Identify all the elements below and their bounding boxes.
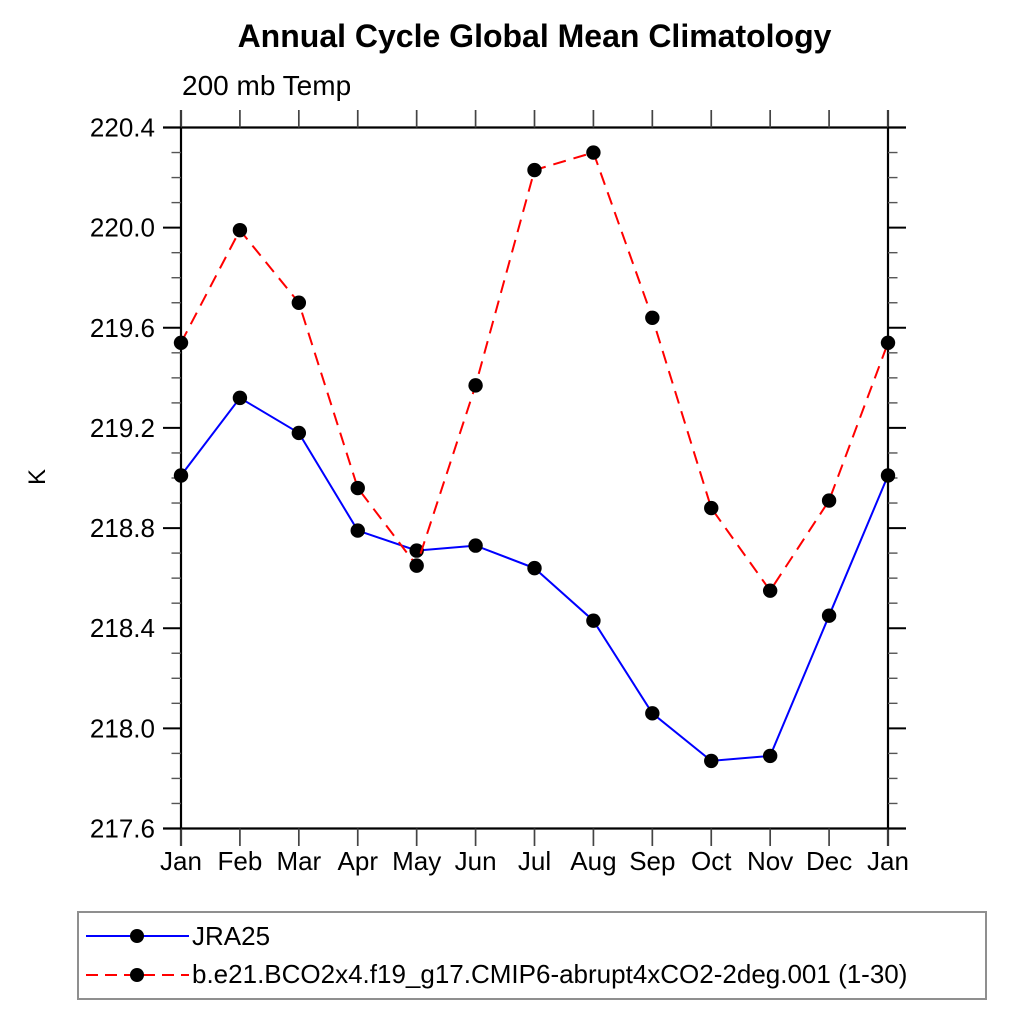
data-point-marker (821, 608, 837, 623)
x-tick-label: Oct (691, 846, 732, 876)
data-point-marker (409, 543, 424, 558)
data-point-marker (586, 145, 601, 160)
y-tick-label: 220.4 (90, 113, 155, 143)
data-point-marker (232, 390, 248, 406)
data-point-marker (291, 295, 307, 310)
data-point-marker (880, 335, 896, 351)
data-point-marker (821, 493, 837, 508)
data-point-marker (762, 583, 778, 598)
series-line-0 (180, 396, 889, 762)
x-tick-label: Apr (338, 846, 379, 876)
y-tick-label: 218.8 (90, 513, 155, 543)
data-point-marker (468, 378, 483, 393)
y-tick-label: 219.2 (90, 413, 155, 443)
data-point-marker (704, 500, 719, 516)
data-point-marker (350, 480, 365, 496)
x-tick-label: Jul (518, 846, 551, 876)
x-tick-label: Aug (570, 846, 616, 876)
data-point-marker (409, 558, 424, 573)
legend-line-sample-solid (86, 929, 189, 944)
legend-label: b.e21.BCO2x4.f19_g17.CMIP6-abrupt4xCO2-2… (192, 959, 908, 990)
x-tick-label: Sep (629, 846, 675, 876)
x-tick-label: Jun (455, 846, 497, 876)
data-point-marker (704, 753, 719, 769)
data-point-marker (645, 706, 660, 721)
x-tick-label: May (392, 846, 441, 876)
legend-marker (130, 929, 144, 944)
x-tick-label: Dec (806, 846, 852, 876)
data-point-marker (527, 560, 542, 576)
legend-label: JRA25 (192, 920, 271, 951)
x-tick-label: Mar (276, 846, 321, 876)
y-tick-label: 218.4 (90, 613, 155, 643)
y-tick-label: 220.0 (90, 213, 155, 243)
y-tick-label: 217.6 (90, 814, 155, 844)
legend-entry-model: b.e21.BCO2x4.f19_g17.CMIP6-abrupt4xCO2-2… (84, 959, 985, 990)
data-point-marker (586, 613, 601, 628)
legend-line-sample-dashed (86, 967, 189, 982)
chart-subtitle: 200 mb Temp (182, 70, 352, 101)
legend-box: JRA25 b.e21.BCO2x4.f19_g17.CMIP6-abrupt4… (77, 911, 987, 1000)
legend-marker (130, 967, 144, 982)
data-point-marker (173, 335, 189, 351)
y-tick-label: 219.6 (90, 313, 155, 343)
data-point-marker (762, 748, 778, 764)
series-line-1 (180, 151, 889, 593)
data-point-marker (291, 425, 307, 441)
data-point-marker (880, 468, 896, 483)
legend-entry-jra25: JRA25 (84, 921, 985, 951)
data-point-marker (173, 468, 189, 483)
x-tick-label: Jan (160, 846, 202, 876)
data-point-marker (645, 310, 660, 325)
data-point-marker (527, 162, 542, 178)
x-tick-label: Jan (867, 846, 909, 876)
x-tick-label: Nov (747, 846, 793, 876)
data-point-marker (232, 222, 248, 238)
y-tick-label: 218.0 (90, 713, 155, 743)
data-point-marker (468, 538, 483, 553)
chart-title: Annual Cycle Global Mean Climatology (237, 18, 832, 54)
data-point-marker (350, 523, 365, 538)
x-tick-label: Feb (218, 846, 263, 876)
